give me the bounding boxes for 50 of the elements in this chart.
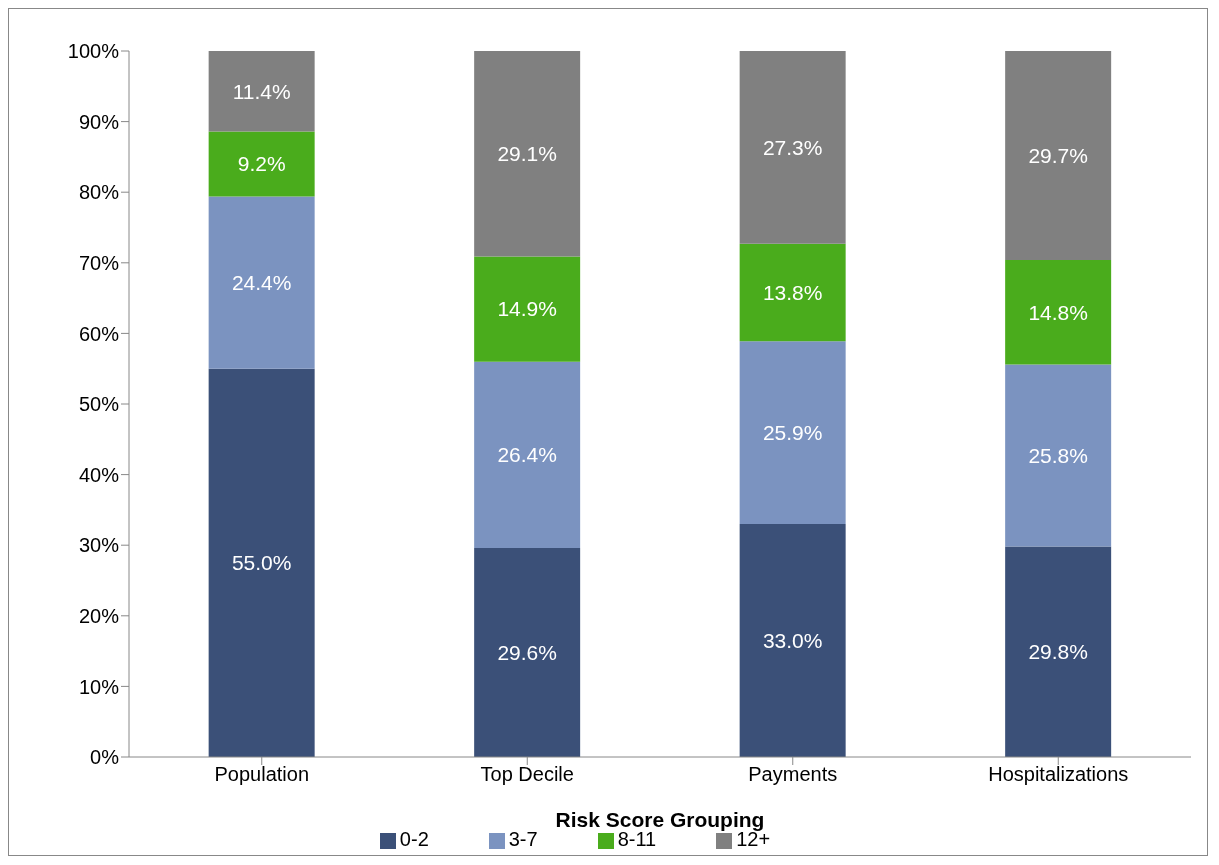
y-tick-label: 30%: [78, 534, 120, 557]
x-tick-label: Payments: [748, 763, 838, 786]
legend-label: 8-11: [617, 828, 657, 850]
data-label: 29.7%: [1028, 143, 1088, 167]
data-label: 14.8%: [1028, 300, 1088, 324]
data-label: 25.9%: [762, 421, 823, 445]
bar: [739, 341, 846, 525]
bar: [474, 548, 581, 757]
data-label: 11.4%: [232, 79, 291, 103]
bar: [474, 361, 581, 549]
data-label: 29.6%: [497, 640, 557, 664]
y-tick-label: 50%: [78, 393, 120, 416]
data-label: 9.2%: [237, 152, 286, 176]
bar: [208, 196, 315, 369]
bar: [1005, 364, 1112, 547]
data-label: 25.8%: [1028, 443, 1088, 467]
y-tick-label: 100%: [67, 40, 120, 63]
bar: [739, 243, 846, 342]
data-label: 14.9%: [497, 297, 557, 321]
y-tick-label: 0%: [90, 746, 120, 769]
data-label: 26.4%: [497, 443, 557, 467]
y-tick-label: 80%: [78, 181, 120, 204]
bar: [208, 51, 315, 132]
y-tick-label: 70%: [78, 251, 120, 274]
x-tick-label: Top Decile: [480, 763, 574, 786]
data-label: 55.0%: [231, 551, 292, 575]
data-label: 29.8%: [1028, 640, 1088, 664]
data-label: 13.8%: [762, 280, 823, 304]
x-tick-label: Population: [214, 763, 310, 786]
bar: [208, 368, 315, 757]
y-tick-label: 90%: [78, 110, 120, 133]
data-label: 27.3%: [762, 135, 823, 159]
legend-label: 0-2: [399, 828, 429, 850]
bar: [208, 131, 315, 197]
y-tick-label: 60%: [78, 322, 120, 345]
bar: [1005, 546, 1112, 757]
data-label: 29.1%: [497, 142, 557, 166]
y-tick-label: 10%: [78, 675, 120, 698]
y-tick-label: 20%: [78, 604, 120, 627]
bar: [1005, 51, 1112, 260]
legend-label: 3-7: [508, 828, 538, 850]
bar: [474, 256, 581, 362]
data-label: 33.0%: [762, 628, 823, 652]
data-label: 24.4%: [231, 271, 292, 295]
bar: [739, 51, 846, 244]
x-tick-label: Hospitalizations: [988, 763, 1129, 786]
bar: [1005, 259, 1112, 365]
y-tick-label: 40%: [78, 463, 120, 486]
bar: [474, 51, 581, 257]
bar: [739, 524, 846, 757]
